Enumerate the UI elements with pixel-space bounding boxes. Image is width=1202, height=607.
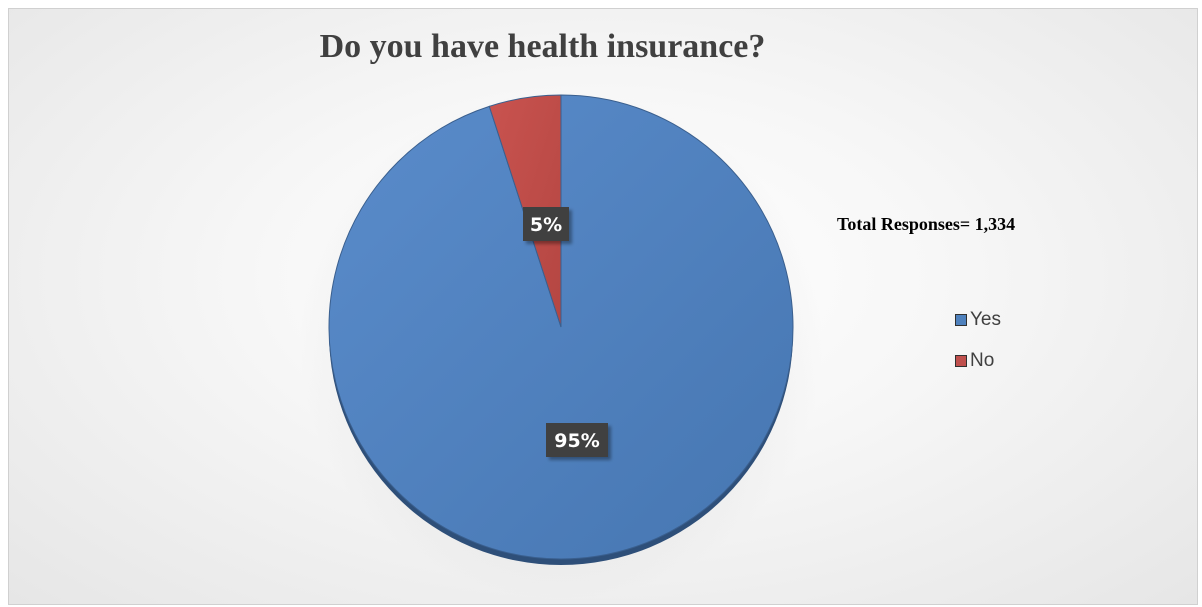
data-label-box <box>523 207 569 241</box>
data-label-box <box>546 423 608 457</box>
chart-title: Do you have health insurance? <box>319 28 766 65</box>
data-label-no: 5% <box>523 207 569 241</box>
data-label-yes: 95% <box>546 423 608 457</box>
legend-item-yes: Yes <box>955 308 1001 332</box>
legend-swatch-yes <box>955 314 967 326</box>
legend-item-no: No <box>955 349 1001 373</box>
total-responses-annotation: Total Responses= 1,334 <box>837 214 1016 234</box>
legend-label-yes: Yes <box>970 309 1001 330</box>
data-label-text: 95% <box>554 430 599 452</box>
legend-label-no: No <box>970 350 995 371</box>
legend-swatch-no <box>955 355 967 367</box>
data-label-text: 5% <box>530 214 562 236</box>
legend: Yes No <box>955 308 1001 390</box>
